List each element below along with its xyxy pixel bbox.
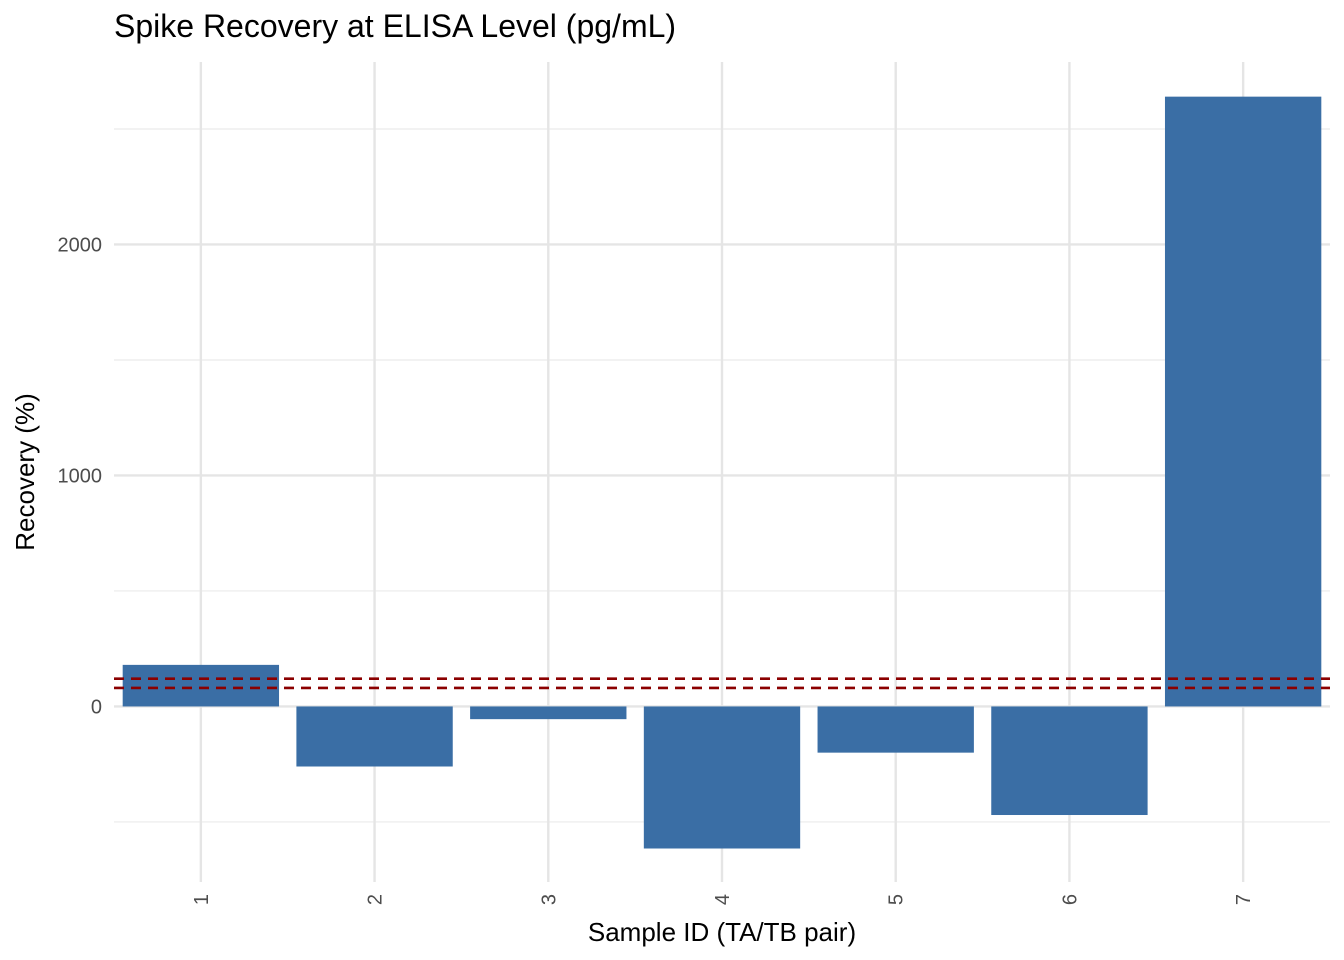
x-tick-label: 1 (191, 894, 213, 905)
x-tick-label: 5 (886, 894, 908, 905)
x-tick-label: 4 (712, 894, 734, 905)
x-axis-title: Sample ID (TA/TB pair) (588, 917, 856, 947)
bar-sample-5 (817, 706, 974, 753)
bar-sample-1 (122, 664, 280, 707)
x-tick-label: 2 (365, 894, 387, 905)
y-tick-label: 1000 (58, 465, 103, 487)
x-tick-label: 6 (1059, 894, 1081, 905)
bar-sample-4 (643, 706, 801, 849)
y-tick-labels: 0 1000 2000 (58, 234, 103, 718)
y-axis-title: Recovery (%) (10, 393, 40, 550)
bar-layer (122, 96, 1322, 849)
y-tick-label: 0 (91, 696, 102, 718)
x-tick-labels: 1 2 3 4 5 6 7 (191, 894, 1255, 905)
bar-sample-3 (470, 706, 627, 720)
bar-sample-7 (1164, 96, 1322, 707)
x-tick-label: 7 (1233, 894, 1255, 905)
chart-title: Spike Recovery at ELISA Level (pg/mL) (114, 8, 677, 44)
bar-sample-2 (296, 706, 453, 767)
y-tick-label: 2000 (58, 234, 103, 256)
x-tick-label: 3 (538, 894, 560, 905)
bar-sample-6 (991, 706, 1148, 816)
